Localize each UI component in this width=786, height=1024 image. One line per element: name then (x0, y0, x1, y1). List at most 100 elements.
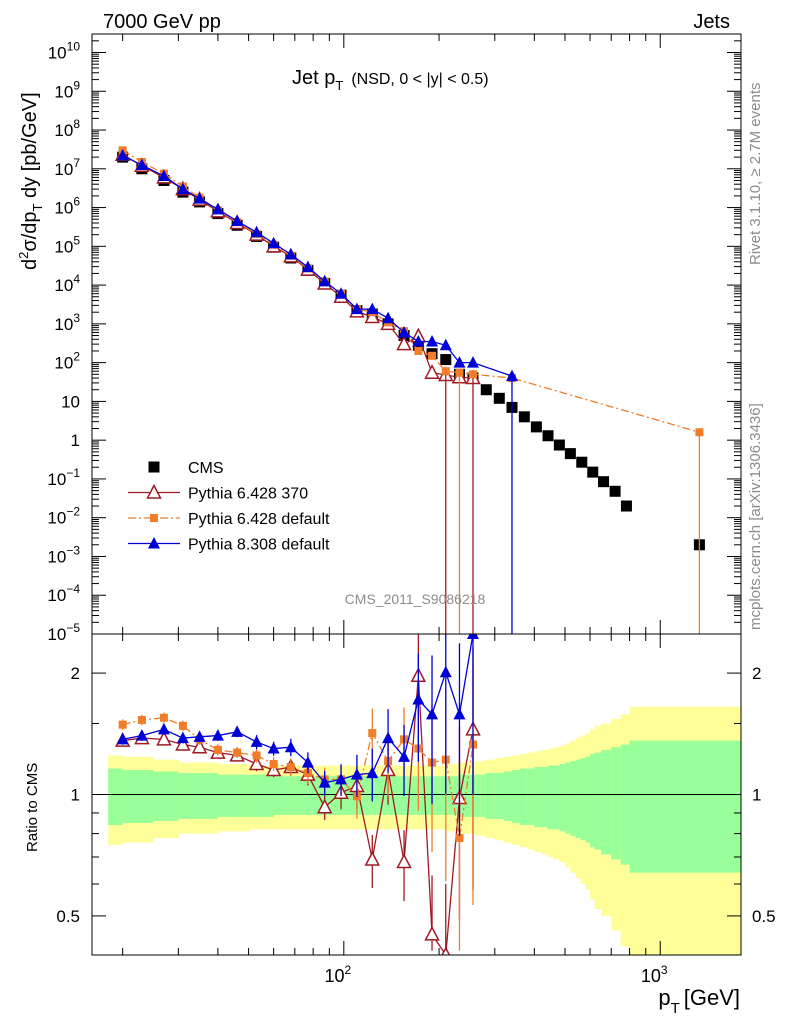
data-point (412, 335, 425, 347)
uncertainty-band-stat (178, 773, 219, 819)
uncertainty-band-stat (217, 774, 250, 817)
data-point (441, 367, 450, 376)
legend-marker (150, 514, 158, 522)
ratio-point (175, 735, 191, 751)
y-tick-label: 106 (54, 195, 80, 218)
ratio-point (286, 762, 295, 771)
uncertainty-band-stat (432, 776, 440, 815)
ratio-point (213, 745, 222, 754)
data-point (468, 370, 477, 379)
uncertainty-band-stat (564, 762, 571, 834)
data-point (598, 476, 610, 488)
header-right: Jets (693, 11, 730, 33)
y-tick-label: 102 (54, 350, 80, 373)
y-tick-label: 104 (54, 272, 80, 295)
uncertainty-band-stat (547, 765, 555, 830)
ratio-point (439, 665, 452, 678)
ratio-point (116, 732, 129, 745)
legend-label: Pythia 6.428 370 (188, 486, 308, 503)
uncertainty-band-stat (439, 776, 447, 815)
uncertainty-band-stat (527, 768, 535, 826)
uncertainty-band-stat (485, 773, 491, 819)
uncertainty-band-stat (416, 776, 426, 815)
data-point (301, 260, 314, 273)
data-point (414, 346, 423, 355)
ratio-point (366, 766, 379, 779)
data-point (318, 274, 331, 287)
ratio-y-tick-label: 2 (71, 664, 80, 683)
x-axis-label: pT [GeV] (658, 985, 740, 1017)
uncertainty-band-stat (490, 773, 496, 819)
ratio-plot-area: 0.5 0.5 1 1 2 2 102 103 (56, 633, 776, 986)
uncertainty-band-stat (390, 776, 401, 815)
ratio-point (301, 756, 314, 768)
ratio-point (118, 720, 127, 729)
data-point (231, 214, 244, 227)
series-pythia-8-308-default (116, 149, 518, 382)
series-line (122, 149, 700, 433)
x-tick-label: 102 (324, 963, 351, 986)
legend-marker (148, 461, 160, 473)
uncertainty-band-stat (580, 758, 586, 841)
ratio-point (269, 760, 278, 769)
ratio-series-pythia-8-308-default (116, 634, 479, 836)
ratio-point (135, 729, 148, 741)
uncertainty-band-stat (464, 774, 471, 817)
ratio-y-tick-label: 0.5 (56, 907, 80, 926)
ratio-point (453, 707, 466, 720)
ratio-point (250, 735, 263, 747)
uncertainty-band-stat (503, 771, 513, 821)
data-point (426, 335, 439, 347)
data-point (135, 158, 148, 171)
ratio-y-tick-label: 1 (71, 786, 80, 805)
ratio-point (233, 748, 242, 757)
data-point (553, 439, 565, 451)
ratio-point (159, 713, 168, 722)
ratio-y-tick-label-right: 0.5 (752, 907, 776, 926)
series-pythia-6-428-370 (114, 146, 481, 385)
uncertainty-band-stat (570, 761, 577, 836)
uncertainty-band-stat (575, 759, 582, 839)
mcplots-label: mcplots.cern.ch [arXiv:1306.3436] (747, 403, 764, 630)
uncertainty-band-stat (590, 754, 596, 848)
legend-label: Pythia 8.308 default (188, 537, 330, 554)
ratio-y-tick-label-right: 2 (752, 664, 761, 683)
legend-label: CMS (188, 460, 224, 477)
uncertainty-band-stat (153, 771, 179, 821)
ratio-point (466, 634, 479, 639)
uncertainty-band-stat (553, 765, 560, 830)
data-point (453, 356, 466, 368)
ratio-point (426, 707, 439, 720)
svg-text:Jet pT(NSD, 0 < |y| < 0.5): Jet pT (NSD, 0 < |y| < 0.5) (292, 67, 489, 93)
legend-entry: Pythia 8.308 default (128, 537, 330, 554)
rivet-label: Rivet 3.1.10, ≥ 2.7M events (747, 83, 764, 266)
ratio-point (191, 738, 208, 754)
uncertainty-band-stat (594, 752, 602, 850)
data-point (542, 430, 554, 442)
x-tick-label: 103 (641, 963, 668, 986)
ratio-point (398, 750, 411, 762)
data-point (530, 421, 542, 433)
data-point (211, 202, 224, 215)
ratio-point (396, 853, 412, 869)
data-point (176, 182, 189, 195)
data-point (364, 308, 381, 324)
uncertainty-band-stat (122, 770, 154, 823)
data-point (267, 236, 280, 249)
data-point (518, 411, 530, 423)
y-tick-label: 10−3 (47, 543, 80, 566)
uncertainty-band-stat (519, 768, 528, 826)
y-tick-label: 105 (54, 233, 80, 256)
y-tick-label: 107 (54, 156, 80, 179)
data-point (335, 287, 348, 299)
ratio-point (137, 716, 146, 725)
uncertainty-band-stat (585, 756, 591, 843)
uncertainty-band-stat (248, 774, 275, 817)
ratio-line (122, 717, 474, 839)
uncertainty-band-stat (424, 776, 433, 815)
series-pythia-6-428-default (118, 146, 704, 437)
ratio-y-tick-label-right: 1 (752, 786, 761, 805)
data-point (250, 225, 263, 238)
data-point (609, 485, 621, 497)
ratio-point (252, 751, 261, 760)
